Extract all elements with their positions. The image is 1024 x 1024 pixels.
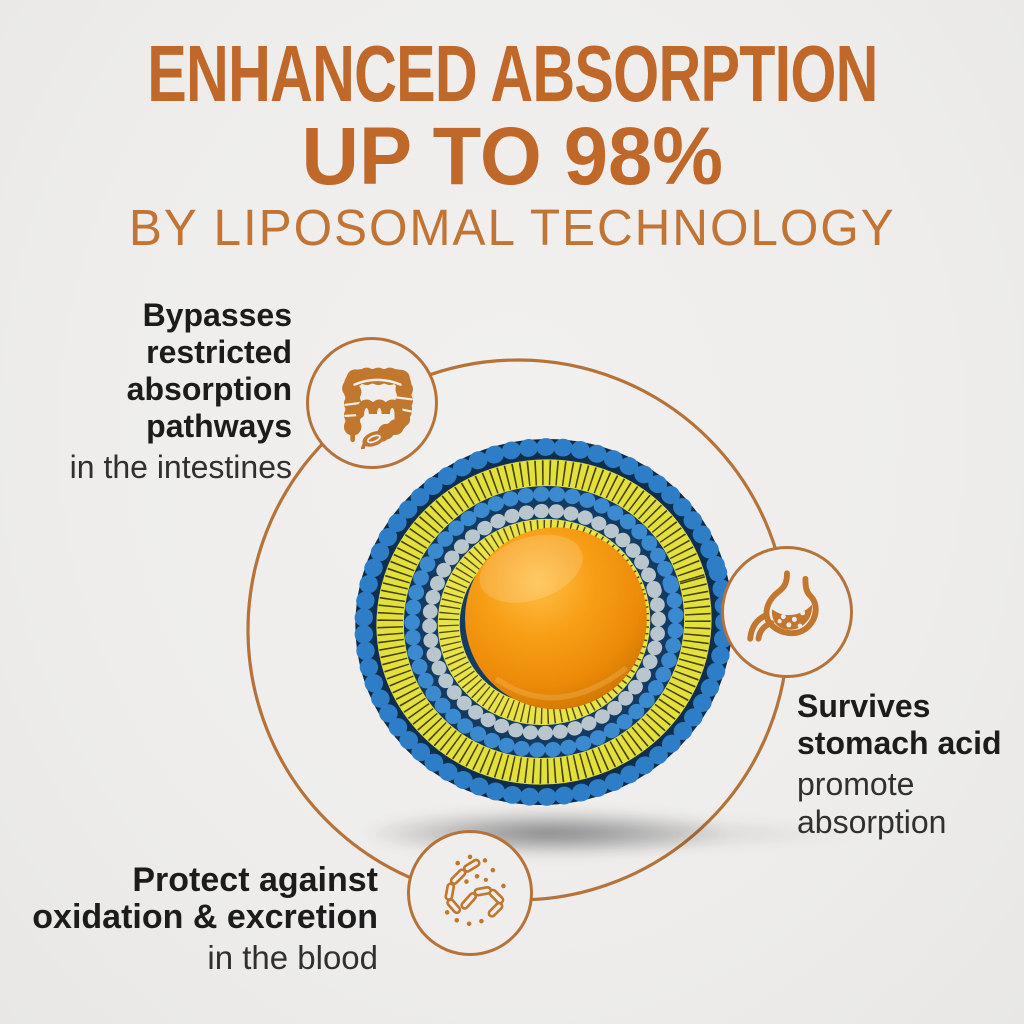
- liposome-shadow-wide: [330, 816, 890, 852]
- callout-blood-normal-line: in the blood: [207, 939, 378, 976]
- title-line-2: UP TO 98%: [301, 111, 723, 202]
- callout-blood-bold-line: Protect against: [132, 861, 378, 899]
- callout-intestines: Bypasses restricted absorption pathways …: [2, 297, 292, 486]
- outer-blue-heads: [354, 438, 734, 806]
- gray-heads-ring: [422, 503, 666, 741]
- callout-intestines-bold-line: absorption: [126, 371, 292, 407]
- callout-stomach-normal-line: absorption: [797, 804, 947, 840]
- intestines-icon: [342, 367, 413, 449]
- stomach-icon: [747, 570, 819, 642]
- blood-molecules-icon: [444, 854, 506, 927]
- callout-blood: Protect against oxidation & excretion in…: [18, 862, 378, 977]
- intestines-icon-circle: [306, 337, 438, 469]
- core-reflection: [494, 665, 629, 701]
- liposome-3d-render: [354, 438, 734, 806]
- callout-stomach-bold-line: Survives: [797, 688, 931, 724]
- inner-blue-heads: [404, 486, 684, 758]
- outer-tail-spokes: [377, 460, 711, 784]
- stomach-icon-circle: [721, 546, 853, 678]
- callout-stomach-bold-line: stomach acid: [797, 725, 1002, 761]
- callout-stomach: Survives stomach acid promote absorption: [797, 688, 1024, 841]
- callout-intestines-bold-line: restricted: [146, 334, 292, 370]
- callout-stomach-normal-line: promote: [797, 766, 915, 802]
- title-line-1: ENHANCED ABSORPTION: [146, 29, 878, 118]
- core-highlight: [479, 534, 583, 603]
- callout-blood-bold-line: oxidation & excretion: [32, 898, 378, 936]
- callout-intestines-bold-line: Bypasses: [142, 297, 292, 333]
- liposome-shadow: [352, 806, 742, 860]
- orange-core-sphere: [465, 527, 647, 710]
- title-line-3: BY LIPOSOMAL TECHNOLOGY: [128, 199, 896, 256]
- molecule-dots: [444, 854, 506, 927]
- callout-intestines-normal-line: in the intestines: [69, 449, 292, 485]
- callout-intestines-bold-line: pathways: [146, 408, 292, 444]
- blood-molecules-icon-circle: [407, 830, 533, 956]
